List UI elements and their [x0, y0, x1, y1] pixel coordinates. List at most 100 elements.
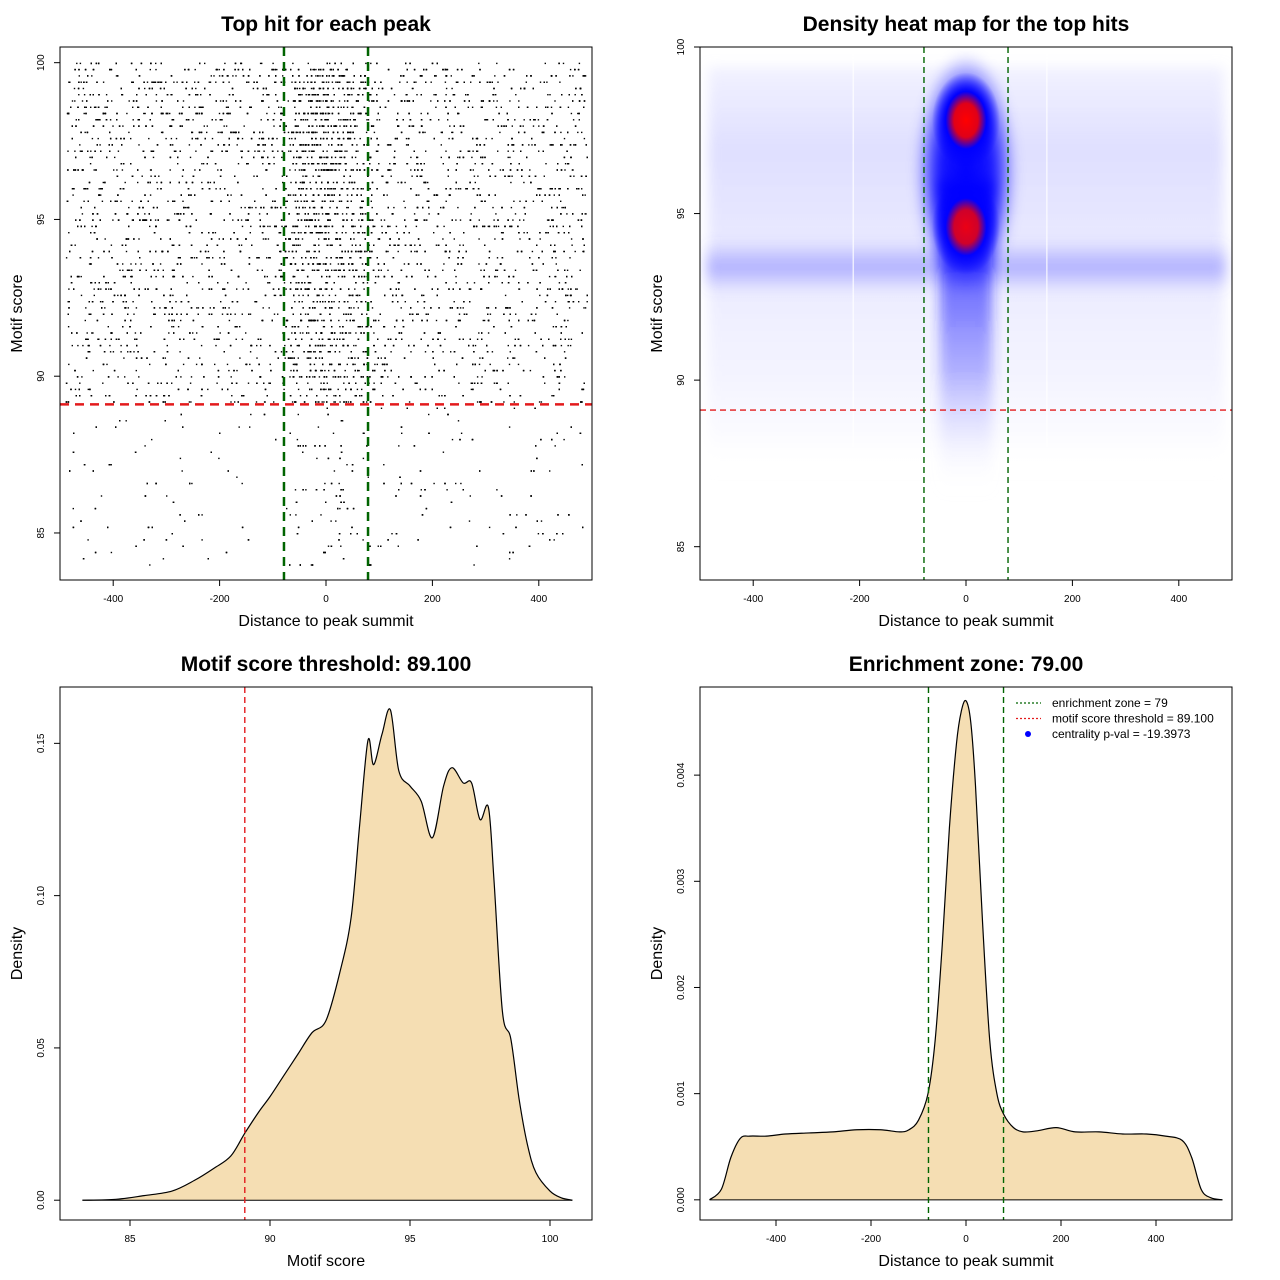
data-point — [420, 112, 422, 115]
data-point — [237, 163, 240, 165]
data-point — [320, 351, 322, 353]
data-point — [144, 445, 146, 447]
data-point — [375, 275, 377, 278]
data-point — [415, 382, 417, 384]
data-point — [311, 112, 313, 115]
data-point — [497, 150, 499, 152]
data-point — [370, 62, 372, 65]
data-point — [191, 482, 193, 485]
data-point — [262, 163, 264, 165]
data-point — [116, 169, 118, 171]
data-point — [317, 263, 320, 265]
data-point — [76, 62, 78, 65]
data-point — [200, 94, 202, 96]
data-point — [389, 163, 391, 165]
data-point — [137, 106, 140, 108]
data-point — [546, 81, 548, 83]
data-point — [87, 344, 89, 347]
data-point — [258, 257, 260, 259]
data-point — [209, 307, 211, 309]
data-point — [345, 119, 347, 121]
data-point — [122, 263, 124, 265]
data-point — [482, 319, 484, 322]
data-point — [391, 533, 393, 535]
data-point — [318, 244, 320, 246]
data-point — [294, 125, 296, 127]
data-point — [476, 401, 479, 403]
data-point — [401, 432, 403, 434]
data-point — [93, 288, 95, 290]
data-point — [555, 257, 557, 259]
data-point — [273, 163, 275, 165]
data-point — [268, 307, 270, 309]
data-point — [415, 225, 418, 228]
data-point — [192, 119, 194, 121]
data-point — [338, 482, 340, 485]
data-point — [489, 313, 492, 315]
data-point — [567, 319, 569, 322]
data-point — [320, 100, 322, 102]
data-point — [234, 313, 236, 315]
data-point — [370, 200, 372, 202]
data-point — [171, 94, 173, 96]
data-point — [249, 313, 252, 315]
data-point — [331, 344, 333, 347]
data-point — [235, 338, 237, 340]
data-point — [377, 238, 379, 240]
data-point — [91, 137, 94, 140]
data-point — [494, 238, 496, 240]
data-point — [459, 219, 462, 221]
data-point — [130, 137, 132, 140]
data-point — [472, 150, 474, 152]
data-point — [215, 81, 217, 83]
data-point — [316, 163, 319, 165]
data-point — [323, 326, 326, 328]
data-point — [378, 319, 380, 322]
data-point — [249, 426, 251, 428]
data-point — [320, 232, 322, 234]
data-point — [478, 263, 480, 265]
data-point — [523, 219, 525, 221]
data-point — [380, 219, 382, 221]
data-point — [306, 156, 309, 159]
data-point — [316, 131, 318, 134]
data-point — [397, 282, 399, 284]
data-point — [361, 263, 364, 265]
data-point — [235, 75, 237, 77]
data-point — [149, 225, 151, 228]
data-point — [570, 112, 573, 115]
data-point — [295, 514, 297, 516]
data-point — [549, 94, 551, 96]
data-point — [326, 395, 328, 397]
data-point — [362, 539, 364, 541]
data-point — [298, 169, 301, 171]
data-point — [390, 351, 392, 353]
data-point — [87, 388, 89, 391]
data-point — [414, 382, 416, 384]
data-point — [358, 219, 360, 221]
data-point — [91, 225, 93, 228]
data-point — [457, 156, 459, 159]
data-point — [261, 62, 263, 65]
data-point — [328, 112, 331, 115]
data-point — [478, 363, 481, 366]
data-point — [475, 137, 478, 140]
data-point — [109, 351, 112, 353]
data-point — [339, 75, 341, 77]
data-point — [366, 313, 368, 315]
data-point — [473, 282, 476, 284]
data-point — [140, 263, 142, 265]
data-point — [239, 357, 241, 359]
data-point — [131, 219, 134, 221]
data-point — [297, 413, 299, 416]
data-point — [117, 376, 119, 378]
data-point — [496, 489, 498, 491]
data-point — [301, 238, 304, 240]
data-point — [210, 75, 212, 77]
data-point — [298, 294, 300, 297]
data-point — [193, 257, 196, 259]
data-point — [373, 344, 375, 347]
data-point — [397, 181, 399, 184]
data-point — [508, 426, 511, 428]
data-point — [562, 206, 565, 209]
